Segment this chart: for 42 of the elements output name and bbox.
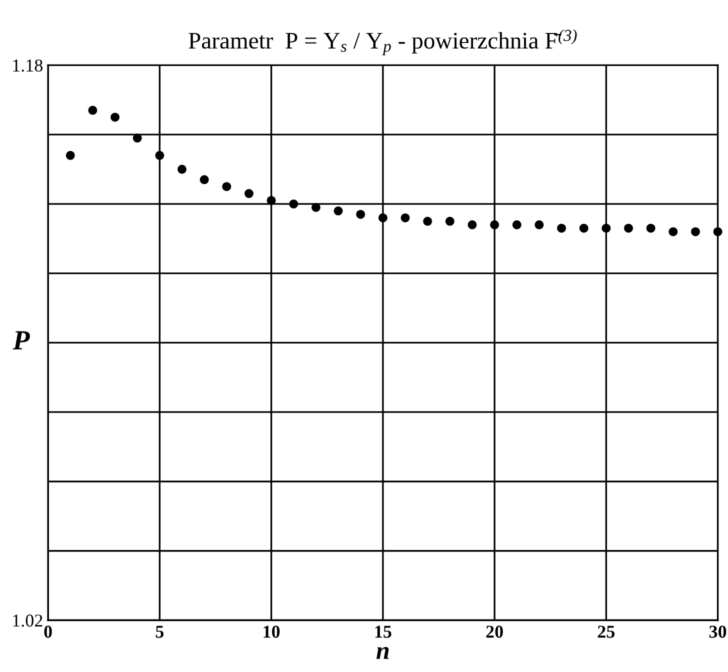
point bbox=[468, 220, 477, 230]
point bbox=[423, 216, 432, 226]
point bbox=[378, 213, 388, 222]
chart-title: Parametr P = Y$_{s}$ / Y$_{p}$ - powierzchnia F̄$^{(3)}$ bbox=[188, 29, 577, 56]
point bbox=[222, 182, 232, 192]
point bbox=[713, 227, 722, 236]
point bbox=[646, 224, 656, 233]
point bbox=[66, 150, 75, 160]
x-tick-label: 10 bbox=[264, 626, 280, 638]
point bbox=[110, 112, 120, 122]
point bbox=[512, 220, 522, 230]
point bbox=[155, 150, 164, 160]
point bbox=[356, 210, 366, 219]
point bbox=[534, 220, 544, 230]
x-axis-title: n bbox=[376, 647, 389, 659]
point bbox=[602, 224, 611, 233]
y-tick-label: 1.02 bbox=[13, 614, 42, 627]
point bbox=[334, 206, 343, 216]
y-tick-label: 1.18 bbox=[13, 59, 42, 72]
point bbox=[400, 213, 410, 222]
x-tick-label: 20 bbox=[486, 626, 503, 638]
point bbox=[445, 216, 454, 226]
point bbox=[690, 227, 700, 236]
point bbox=[579, 224, 588, 233]
x-tick-label: 25 bbox=[598, 626, 615, 638]
y-axis-title: P bbox=[12, 331, 30, 350]
point bbox=[244, 189, 254, 198]
point bbox=[311, 202, 320, 212]
point bbox=[178, 164, 186, 174]
point bbox=[88, 106, 98, 115]
point bbox=[557, 224, 566, 233]
point bbox=[490, 220, 500, 230]
point bbox=[200, 175, 209, 184]
x-tick-label: 0 bbox=[44, 626, 52, 638]
point bbox=[624, 224, 634, 233]
x-tick-label: 30 bbox=[709, 626, 726, 638]
point bbox=[266, 196, 276, 205]
point bbox=[289, 199, 298, 208]
x-tick-label: 5 bbox=[156, 626, 164, 638]
point bbox=[668, 227, 678, 236]
x-tick-label: 15 bbox=[375, 626, 392, 638]
point bbox=[132, 134, 142, 143]
